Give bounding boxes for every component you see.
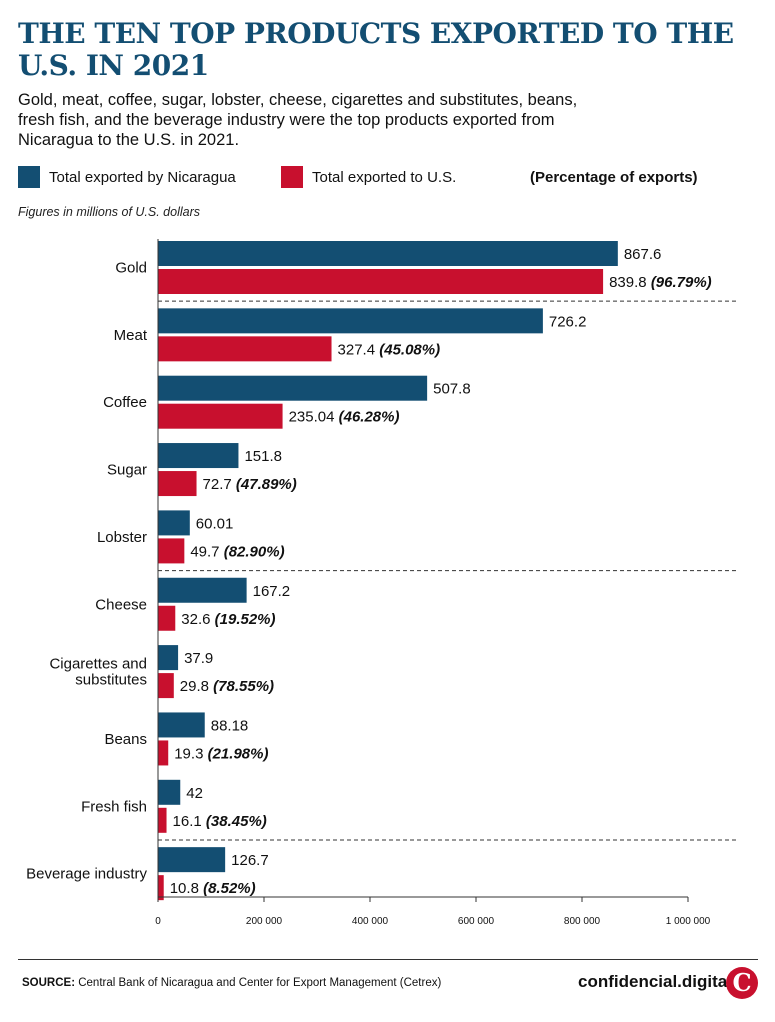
legend-swatch-us bbox=[281, 166, 303, 188]
legend-percentage-note: (Percentage of exports) bbox=[530, 169, 698, 186]
legend: Total exported by Nicaragua Total export… bbox=[18, 166, 758, 190]
legend-label-us: Total exported to U.S. bbox=[312, 168, 457, 186]
category-label-cheese: Cheese bbox=[95, 596, 147, 613]
category-label-beans: Beans bbox=[104, 731, 147, 748]
category-label-sugar: Sugar bbox=[107, 462, 147, 479]
value-label-us-sugar: 72.7 (47.89%) bbox=[203, 476, 297, 493]
bar-us-lobster bbox=[158, 538, 185, 564]
value-label-us-cigarettes-and-substitutes: 29.8 (78.55%) bbox=[180, 678, 274, 695]
brand-logo-icon[interactable]: C bbox=[726, 967, 758, 999]
bar-us-beverage-industry bbox=[158, 875, 164, 901]
bar-total-cheese bbox=[158, 577, 247, 603]
chart-subtitle: Gold, meat, coffee, sugar, lobster, chee… bbox=[18, 91, 578, 149]
value-label-total-lobster: 60.01 bbox=[196, 515, 234, 532]
category-label-cigarettes-and-substitutes: Cigarettes and substitutes bbox=[49, 656, 147, 689]
bar-total-gold bbox=[158, 241, 618, 266]
value-label-total-meat: 726.2 bbox=[549, 313, 587, 330]
x-tick-label-400000: 400 000 bbox=[352, 916, 389, 927]
value-label-total-fresh-fish: 42 bbox=[186, 785, 203, 802]
bar-total-coffee bbox=[158, 375, 428, 401]
x-tick-label-800000: 800 000 bbox=[564, 916, 601, 927]
value-label-us-lobster: 49.7 (82.90%) bbox=[190, 543, 284, 560]
bar-us-coffee bbox=[158, 403, 283, 429]
units-note: Figures in millions of U.S. dollars bbox=[18, 205, 201, 219]
legend-swatch-total bbox=[18, 166, 40, 188]
value-label-total-cigarettes-and-substitutes: 37.9 bbox=[184, 650, 213, 667]
brand-name[interactable]: confidencial.digital bbox=[578, 972, 732, 991]
bar-total-sugar bbox=[158, 443, 239, 469]
chart-title: THE TEN TOP PRODUCTS EXPORTED TO THE U.S… bbox=[18, 17, 734, 82]
x-tick-label-0: 0 bbox=[155, 916, 161, 927]
x-tick-label-1000000: 1 000 000 bbox=[666, 916, 711, 927]
bar-total-fresh-fish bbox=[158, 779, 181, 805]
bar-us-fresh-fish bbox=[158, 807, 167, 833]
source-label: SOURCE: bbox=[22, 977, 76, 989]
category-label-coffee: Coffee bbox=[103, 394, 147, 411]
value-label-total-coffee: 507.8 bbox=[433, 381, 471, 398]
value-label-total-sugar: 151.8 bbox=[244, 448, 282, 465]
legend-item-total: Total exported by Nicaragua bbox=[18, 166, 236, 188]
value-label-total-beverage-industry: 126.7 bbox=[231, 852, 269, 869]
value-label-us-meat: 327.4 (45.08%) bbox=[338, 341, 441, 358]
bar-us-beans bbox=[158, 740, 169, 766]
bar-us-cheese bbox=[158, 605, 176, 631]
bar-us-sugar bbox=[158, 471, 197, 497]
value-label-total-gold: 867.6 bbox=[624, 246, 662, 263]
x-tick-label-200000: 200 000 bbox=[246, 916, 283, 927]
source-note: SOURCE: Central Bank of Nicaragua and Ce… bbox=[22, 977, 441, 989]
value-label-us-coffee: 235.04 (46.28%) bbox=[289, 409, 400, 426]
legend-label-total: Total exported by Nicaragua bbox=[49, 168, 236, 186]
bar-us-cigarettes-and-substitutes bbox=[158, 673, 174, 699]
value-label-us-beverage-industry: 10.8 (8.52%) bbox=[170, 880, 256, 897]
category-label-fresh-fish: Fresh fish bbox=[81, 798, 147, 815]
category-label-gold: Gold bbox=[115, 260, 147, 277]
bar-total-cigarettes-and-substitutes bbox=[158, 645, 179, 671]
value-label-total-beans: 88.18 bbox=[211, 717, 249, 734]
bar-total-meat bbox=[158, 308, 543, 334]
source-text: Central Bank of Nicaragua and Center for… bbox=[78, 977, 442, 989]
category-label-meat: Meat bbox=[114, 327, 148, 344]
bar-us-gold bbox=[158, 269, 604, 294]
value-label-total-cheese: 167.2 bbox=[253, 583, 291, 600]
bar-total-lobster bbox=[158, 510, 190, 536]
bar-total-beans bbox=[158, 712, 205, 738]
bar-total-beverage-industry bbox=[158, 847, 226, 873]
category-label-lobster: Lobster bbox=[97, 529, 147, 546]
x-tick-label-600000: 600 000 bbox=[458, 916, 495, 927]
bar-us-meat bbox=[158, 336, 332, 362]
value-label-us-gold: 839.8 (96.79%) bbox=[609, 274, 712, 291]
value-label-us-cheese: 32.6 (19.52%) bbox=[181, 611, 275, 628]
legend-item-us: Total exported to U.S. bbox=[281, 166, 456, 188]
footer-divider bbox=[18, 959, 758, 960]
category-label-beverage-industry: Beverage industry bbox=[26, 866, 147, 883]
bar-chart: Gold 867.6 839.8 (96.79%) Meat 726.2 327.4 (4… bbox=[26, 239, 738, 927]
value-label-us-fresh-fish: 16.1 (38.45%) bbox=[173, 813, 267, 830]
value-label-us-beans: 19.3 (21.98%) bbox=[174, 745, 268, 762]
